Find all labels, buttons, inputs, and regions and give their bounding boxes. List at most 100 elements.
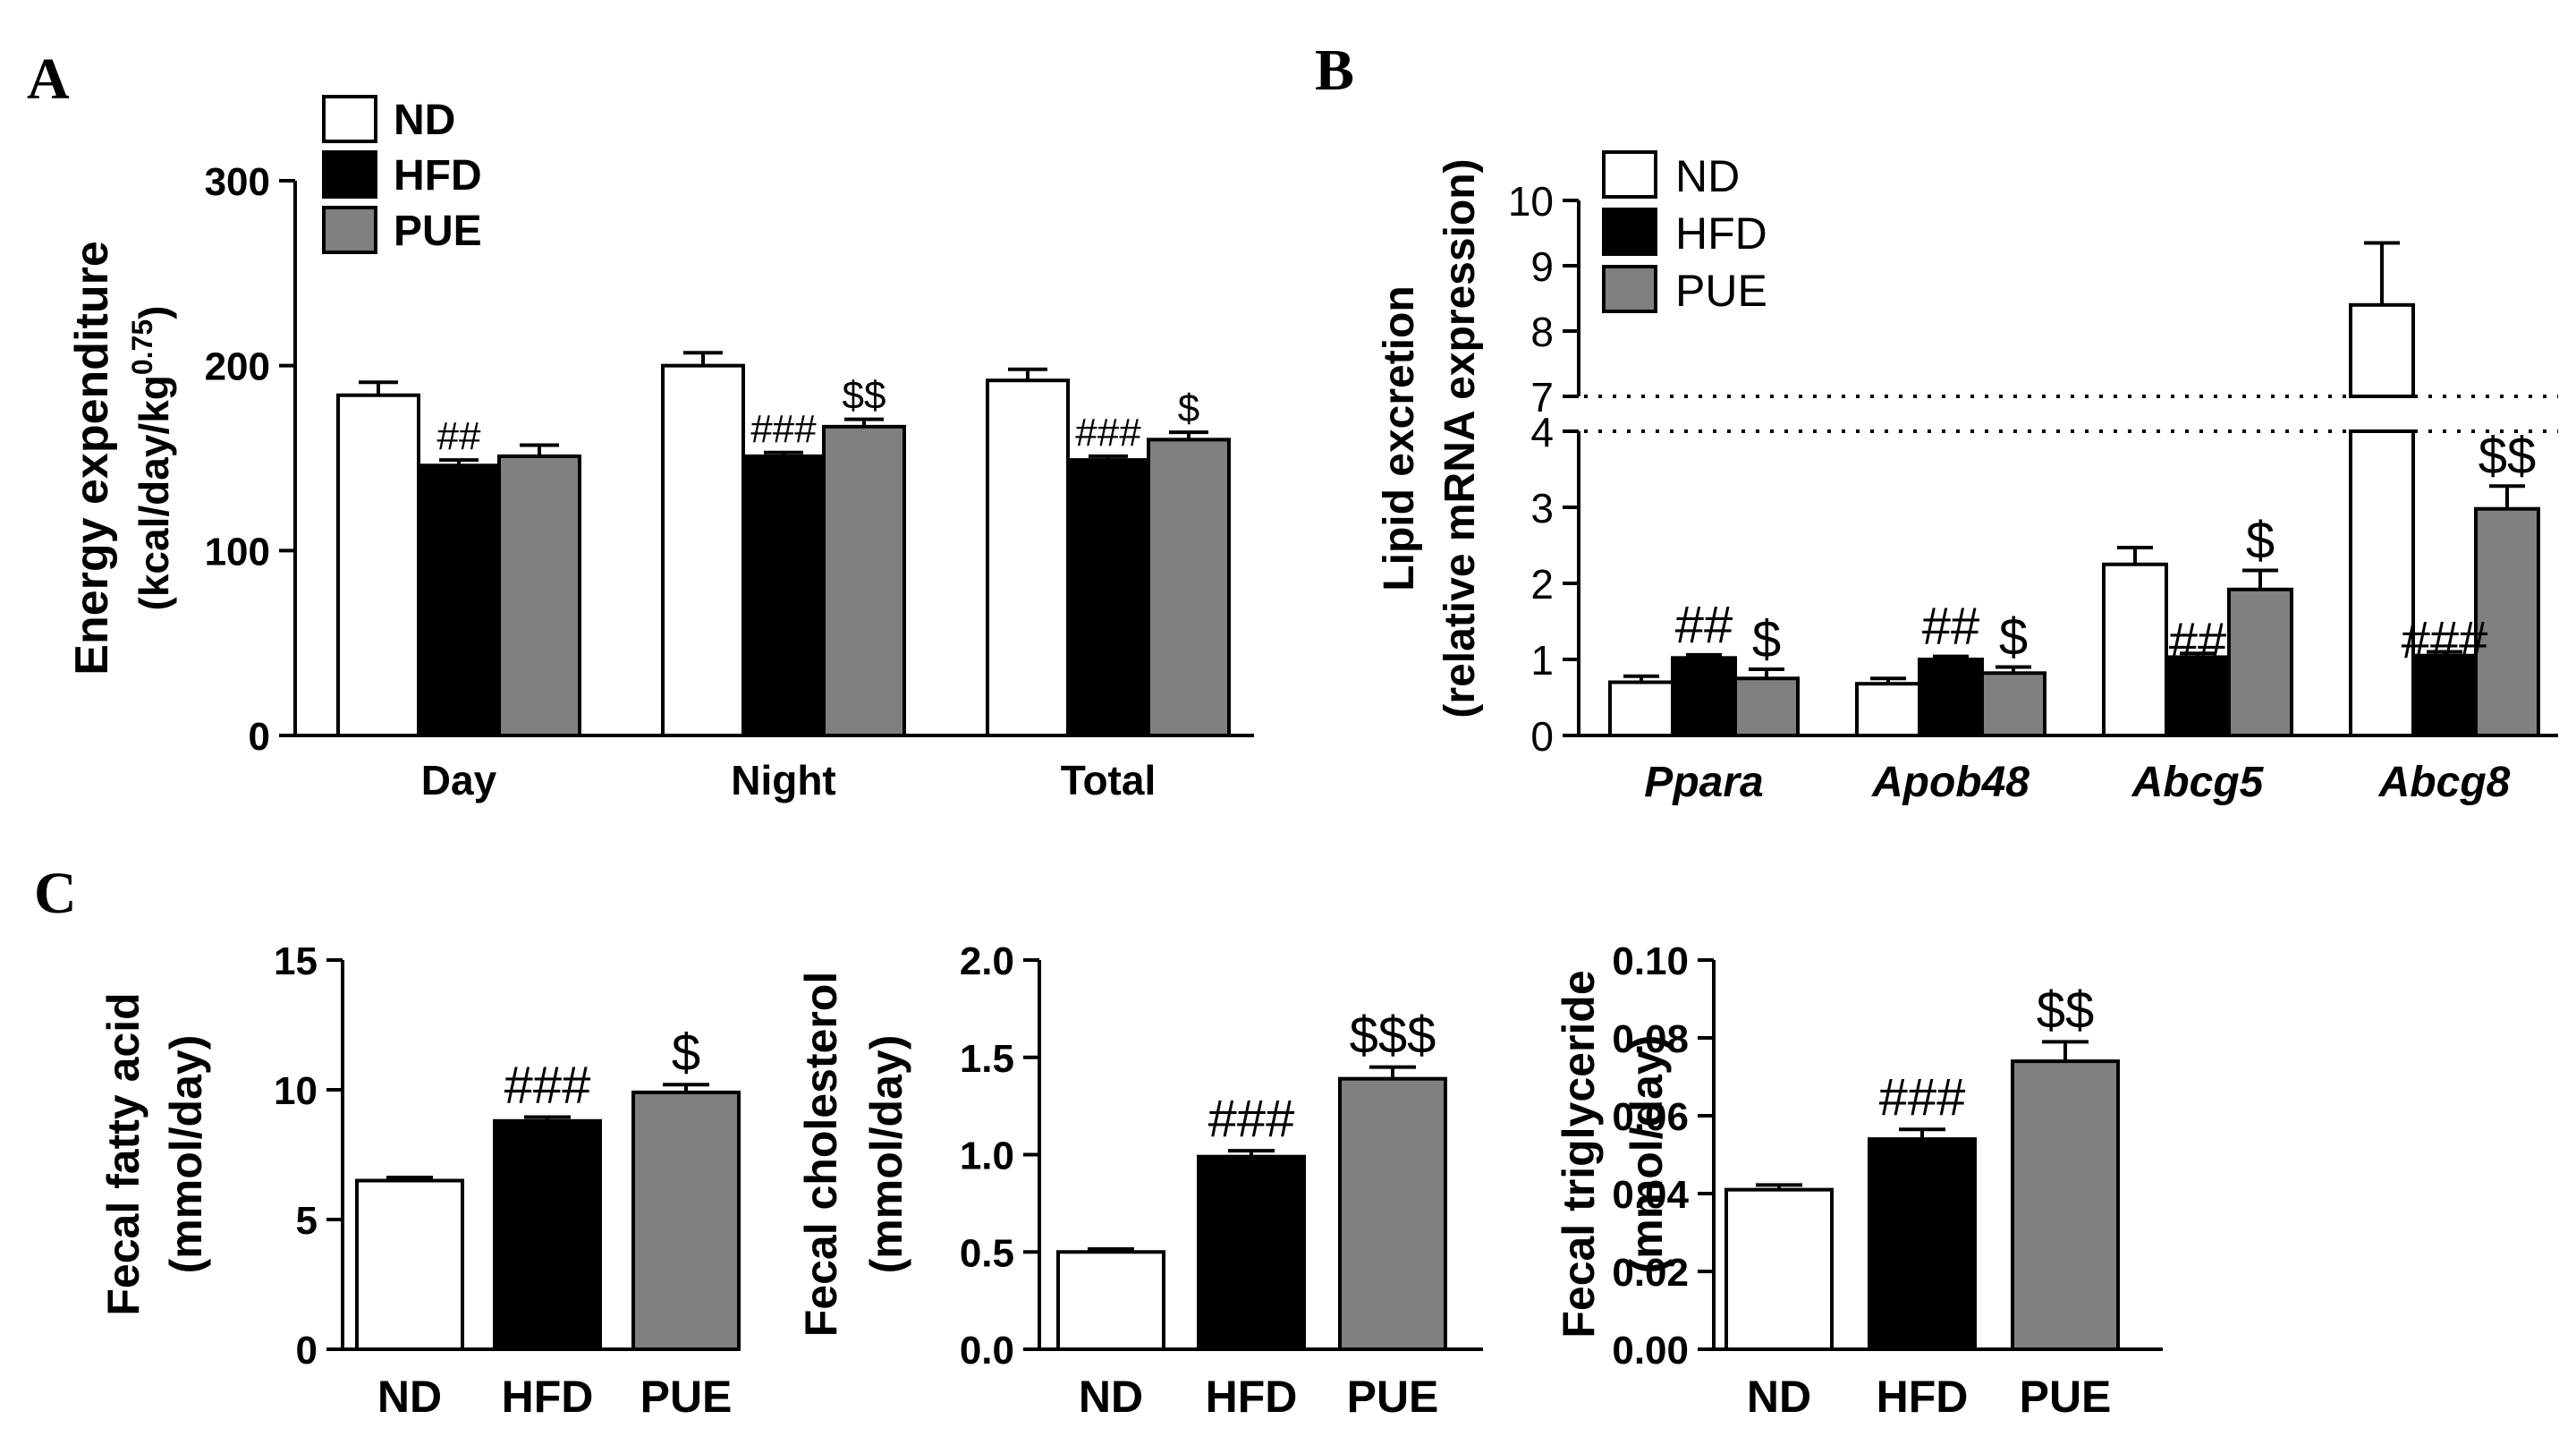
b-significance-label: $$ [2479, 427, 2537, 485]
b-significance-label: ### [2402, 611, 2488, 669]
a-legend-swatch-nd [322, 95, 377, 143]
b-legend-label: ND [1675, 151, 1740, 201]
a-bar-nd [986, 378, 1070, 737]
c1-bar-nd [355, 1178, 464, 1351]
a-bar-nd [661, 363, 745, 737]
c3-y-axis-unit: (mmol/day) [1622, 1035, 1672, 1274]
a-bar-nd [336, 393, 420, 737]
b-significance-label: ## [1675, 596, 1733, 654]
b-y-tick-label: 2 [1530, 561, 1554, 608]
c2-y-tick-label: 0.0 [960, 1329, 1014, 1373]
b-y-tick-label: 0 [1530, 713, 1554, 760]
b-y-axis-title: Lipid excretion [1376, 285, 1423, 591]
b-legend-swatch-hfd [1602, 208, 1657, 256]
c2-x-tick-label: ND [1079, 1372, 1143, 1422]
c2-y-tick-label: 1.5 [960, 1037, 1014, 1081]
a-significance-label: $$ [843, 374, 886, 418]
a-significance-label: ## [437, 414, 481, 458]
b-y-tick-label: 3 [1530, 485, 1554, 531]
a-x-tick-label: Day [421, 757, 497, 803]
c3-y-tick-label: 0.06 [1612, 1095, 1689, 1139]
a-x-tick-label: Total [1061, 757, 1156, 803]
b-bar-hfd [1671, 656, 1737, 737]
c2-bar-hfd [1197, 1154, 1306, 1352]
c3-y-tick-label: 0.04 [1612, 1173, 1689, 1217]
b-legend-label: PUE [1675, 266, 1767, 316]
c1-y-axis-unit: (mmol/day) [161, 1035, 211, 1274]
b-x-tick-label: Abcg5 [2131, 759, 2265, 806]
b-significance-label: ## [2169, 612, 2227, 670]
b-x-tick-label: Ppara [1644, 759, 1763, 806]
b-bar-pue [2474, 506, 2540, 738]
a-significance-label: ### [750, 407, 817, 451]
c2-y-axis-unit: (mmol/day) [861, 1035, 911, 1274]
a-y-tick-label: 100 [205, 530, 270, 574]
c1-y-tick-label: 5 [296, 1199, 318, 1243]
a-x-tick-label: Night [731, 757, 836, 803]
a-legend-label: ND [394, 97, 455, 144]
b-bar-nd-upper [2349, 302, 2415, 398]
b-y-tick-label: 1 [1530, 637, 1554, 684]
c1-significance-label: $ [672, 1024, 700, 1082]
c1-x-tick-label: HFD [502, 1372, 594, 1422]
c1-significance-label: ### [504, 1056, 591, 1114]
c2-x-tick-label: HFD [1206, 1372, 1298, 1422]
c2-y-tick-label: 2.0 [960, 939, 1014, 983]
c3-significance-label: $$ [2037, 981, 2095, 1039]
b-x-tick-label: Apob48 [1871, 759, 2029, 806]
a-y-tick-label: 200 [205, 345, 270, 389]
c3-bar-hfd [1868, 1137, 1977, 1351]
c3-bar-pue [2011, 1059, 2120, 1351]
a-y-axis-title: Energy expenditure [66, 241, 118, 675]
a-bar-pue [497, 454, 581, 737]
b-bar-pue [1980, 671, 2046, 737]
b-y-axis-unit: (relative mRNA expression) [1436, 158, 1484, 718]
a-bar-pue [822, 424, 906, 737]
a-y-tick-label: 0 [249, 715, 270, 759]
b-bar-nd [2349, 429, 2415, 737]
a-significance-label: ### [1075, 411, 1141, 455]
a-bar-pue [1147, 438, 1231, 737]
c1-bar-hfd [493, 1118, 602, 1352]
c3-x-tick-label: HFD [1877, 1372, 1969, 1422]
c1-x-tick-label: ND [377, 1372, 442, 1422]
a-legend-swatch-pue [322, 206, 377, 254]
c2-y-axis-title: Fecal cholesterol [796, 972, 846, 1338]
a-bar-hfd [417, 463, 501, 737]
b-bar-pue [2227, 587, 2293, 737]
a-bar-hfd [741, 454, 826, 737]
panel-letter-a: A [27, 47, 70, 112]
b-significance-label: $ [1752, 610, 1781, 668]
c3-y-tick-label: 0.10 [1612, 939, 1689, 983]
c3-y-tick-label: 0.00 [1612, 1329, 1689, 1373]
a-legend-swatch-hfd [322, 150, 377, 199]
b-y-tick-label: 4 [1530, 409, 1554, 455]
panel-letter-b: B [1315, 38, 1354, 103]
b-x-tick-label: Abcg8 [2378, 759, 2511, 806]
b-bar-nd [2102, 562, 2168, 737]
b-legend-swatch-nd [1602, 150, 1657, 199]
panel-letter-c: C [34, 861, 77, 926]
c2-bar-pue [1338, 1076, 1447, 1352]
b-bar-pue [1733, 676, 1800, 737]
b-bar-hfd [1918, 658, 1984, 737]
c3-x-tick-label: PUE [2020, 1372, 2112, 1422]
b-bar-nd [1855, 682, 1921, 738]
b-significance-label: ## [1922, 598, 1980, 656]
b-significance-label: $ [2246, 512, 2275, 570]
c1-y-tick-label: 10 [274, 1069, 318, 1113]
a-bar-hfd [1066, 458, 1150, 737]
c1-y-tick-label: 0 [296, 1329, 318, 1373]
a-significance-label: $ [1178, 387, 1199, 430]
a-legend-label: HFD [394, 152, 482, 200]
a-y-tick-label: 300 [205, 160, 270, 204]
c3-significance-label: ### [1879, 1068, 1966, 1126]
c1-x-tick-label: PUE [640, 1372, 733, 1422]
b-y-tick-label: 10 [1508, 178, 1554, 225]
c3-y-axis-title: Fecal triglyceride [1554, 970, 1604, 1338]
c2-bar-nd [1056, 1250, 1165, 1351]
c2-significance-label: ### [1208, 1090, 1295, 1148]
c3-x-tick-label: ND [1747, 1372, 1811, 1422]
b-bar-nd [1608, 680, 1674, 737]
